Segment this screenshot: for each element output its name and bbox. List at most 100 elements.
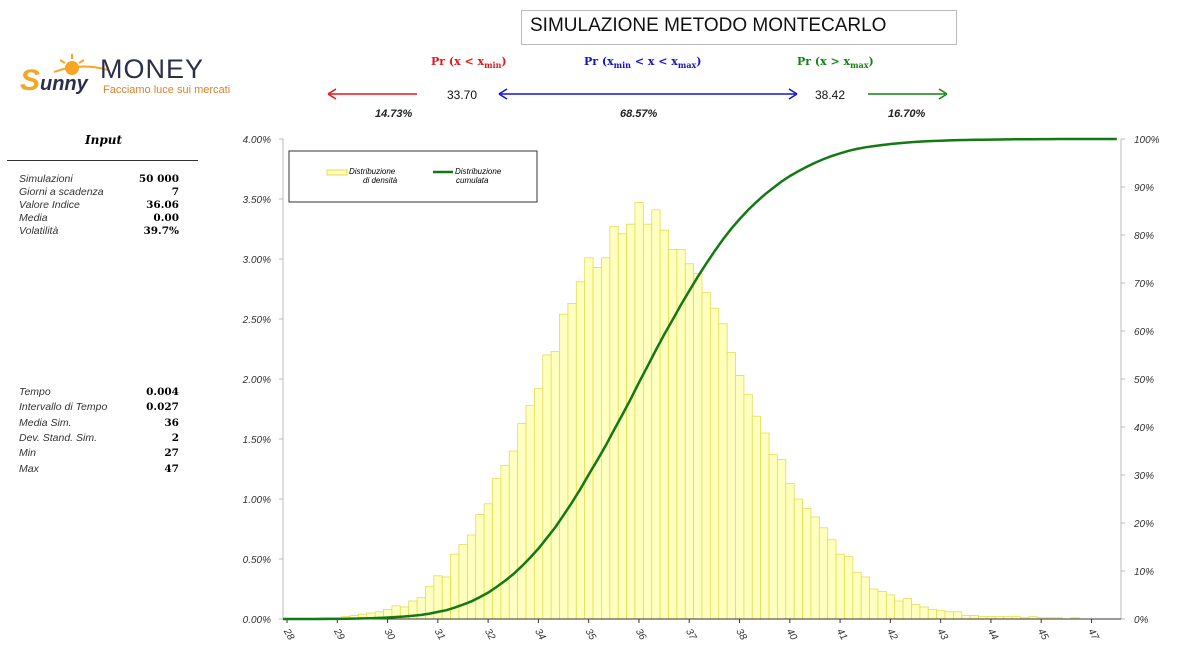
density-bar [844, 556, 854, 620]
y-right-tick-label: 0% [1134, 615, 1149, 626]
svg-text:MONEY: MONEY [100, 54, 204, 84]
density-bar [877, 591, 887, 620]
input-row: Intervallo di Tempo 0.027 [19, 401, 179, 414]
x-max-value: 38.42 [815, 88, 846, 102]
arrow-left-icon [327, 88, 417, 100]
density-bar [835, 553, 845, 620]
cumulative-line [283, 137, 1117, 621]
prob-left-label: Pr (x < xmin) [431, 55, 507, 71]
input-row: Valore Indice 36.06 [19, 199, 179, 212]
density-bar [684, 263, 695, 620]
density-bar [575, 281, 586, 620]
input-row: Media 0.00 [19, 212, 179, 225]
input-value: 7 [171, 186, 179, 198]
input-row: Volatilità 39.7% [19, 225, 179, 238]
density-bar [735, 374, 745, 620]
legend-swatch-density [326, 169, 348, 176]
input-label: Tempo [19, 386, 51, 398]
arrow-right-icon [868, 88, 948, 100]
x-tick-label: 47 [1085, 627, 1100, 643]
density-bar [718, 323, 728, 620]
input-value: 39.7% [143, 225, 179, 237]
density-bar [617, 233, 627, 620]
input-label: Giorni a scadenza [19, 186, 104, 198]
y-left-tick-label: 3.50% [243, 195, 271, 206]
input-value: 36.06 [146, 199, 179, 211]
x-tick-label: 37 [683, 627, 698, 643]
prob-left-value: 14.73% [375, 108, 413, 120]
density-bar [768, 454, 778, 620]
y-left-tick-label: 0.50% [243, 555, 271, 566]
legend-label: Distribuzione [349, 167, 396, 176]
density-bar [559, 313, 569, 620]
y-right-tick-label: 70% [1134, 279, 1154, 290]
input-value: 0.00 [153, 212, 179, 224]
page-title: SIMULAZIONE METODO MONTECARLO [521, 10, 957, 45]
y-left-tick-label: 4.00% [243, 135, 271, 146]
x-tick-label: 35 [583, 627, 598, 643]
x-tick-label: 43 [935, 627, 950, 643]
density-bar [525, 404, 535, 620]
x-min-value: 33.70 [447, 88, 478, 102]
arrows [327, 88, 948, 100]
y-left-tick-label: 1.50% [243, 435, 271, 446]
input-value: 36 [164, 416, 179, 429]
density-bar [550, 350, 560, 620]
density-bar [693, 272, 703, 620]
density-bar [760, 432, 770, 620]
legend-box [288, 150, 538, 203]
density-bar [777, 458, 787, 620]
input-value: 0.004 [146, 386, 179, 398]
density-bar [492, 478, 502, 620]
svg-text:Facciamo luce sui mercati: Facciamo luce sui mercati [103, 84, 230, 96]
input-value: 2 [171, 431, 179, 444]
sun-icon [53, 54, 109, 75]
svg-text:S: S [20, 64, 40, 97]
density-bar [634, 202, 644, 620]
density-bar [743, 394, 753, 620]
input-label: Min [19, 447, 36, 460]
density-bar [726, 352, 736, 620]
density-bar [944, 611, 954, 620]
density-bar [458, 544, 468, 620]
input-row: Simulazioni 50 000 [19, 173, 179, 186]
prob-right-label: Pr (x > xmax) [797, 55, 874, 71]
input-row: Dev. Stand. Sim. 2 [19, 432, 179, 445]
density-bar [827, 539, 837, 620]
input-label: Simulazioni [19, 173, 73, 185]
input-row: Media Sim. 36 [19, 417, 179, 430]
density-bar [810, 516, 820, 620]
divider [7, 160, 198, 161]
prob-middle-label: Pr (xmin < x < xmax) [584, 55, 702, 71]
y-right-tick-label: 90% [1134, 183, 1154, 194]
density-bar [517, 422, 527, 620]
input-label: Media Sim. [19, 416, 72, 429]
density-bar [961, 615, 971, 620]
density-bar [911, 604, 921, 620]
y-right-tick-label: 100% [1134, 135, 1160, 146]
input-row: Giorni a scadenza 7 [19, 186, 179, 199]
x-tick-label: 45 [1035, 627, 1050, 643]
x-tick-label: 41 [834, 627, 849, 642]
density-bar [902, 598, 912, 620]
y-right-tick-label: 60% [1134, 327, 1154, 338]
input-value: 27 [164, 447, 179, 460]
density-bar [475, 514, 485, 620]
svg-text:unny: unny [40, 73, 89, 95]
input-row: Tempo 0.004 [19, 386, 179, 399]
density-bar [785, 482, 795, 620]
input-label: Intervallo di Tempo [19, 401, 108, 414]
y-left-tick-label: 1.00% [243, 495, 271, 506]
density-bar [584, 257, 594, 620]
density-bar [466, 534, 477, 620]
density-bar [894, 600, 904, 620]
prob-middle-value: 68.57% [620, 108, 658, 120]
y-right-tick-label: 10% [1134, 567, 1154, 578]
density-bar [626, 223, 636, 620]
legend-label: cumulata [456, 176, 489, 185]
density-bar [441, 576, 452, 620]
legend-label: Distribuzione [455, 167, 502, 176]
density-bar [860, 576, 870, 620]
